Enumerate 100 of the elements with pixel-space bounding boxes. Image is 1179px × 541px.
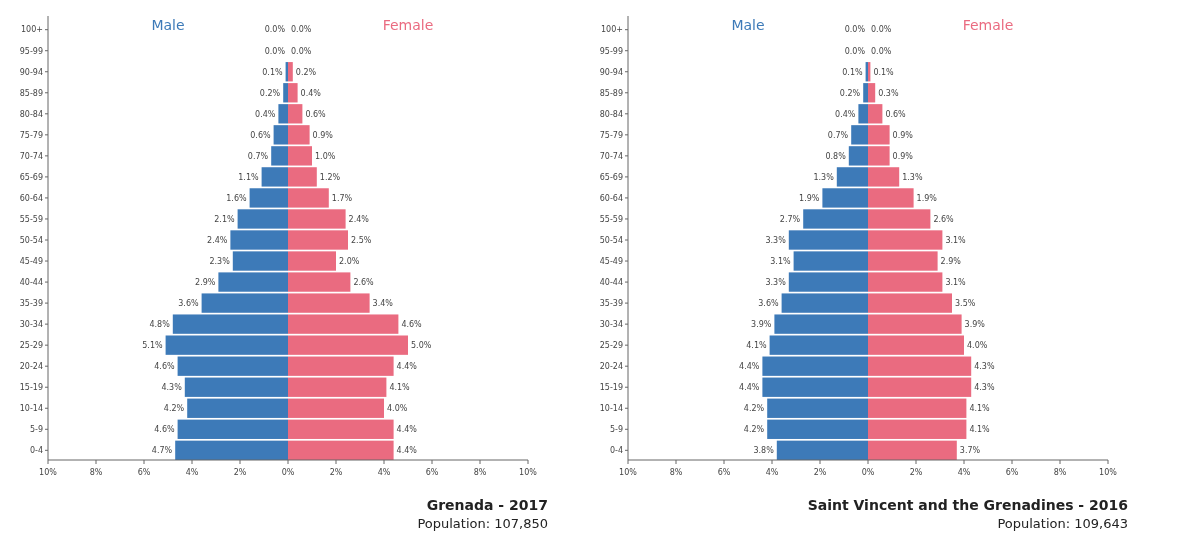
data-label: 3.1% xyxy=(945,235,967,245)
bar xyxy=(288,377,387,397)
data-label: 0.0% xyxy=(291,25,312,35)
data-label: 4.8% xyxy=(149,319,171,329)
x-tick-label: 6% xyxy=(425,468,439,477)
y-tick-label: 95-99 xyxy=(599,46,623,56)
bar xyxy=(288,83,298,103)
y-tick-label: 60-64 xyxy=(599,193,623,203)
data-label: 3.5% xyxy=(955,298,976,308)
data-label: 0.1% xyxy=(262,67,283,77)
text: Male xyxy=(731,17,765,33)
data-label: 3.8% xyxy=(753,446,775,456)
data-label: 0.7% xyxy=(827,130,849,140)
x-tick-label: 4% xyxy=(957,468,971,477)
data-label: 3.3% xyxy=(765,235,787,245)
y-tick-label: 55-59 xyxy=(599,214,623,224)
data-label: 1.0% xyxy=(315,151,336,161)
data-label: 0.0% xyxy=(264,46,286,56)
x-tick-label: 8% xyxy=(473,468,487,477)
y-tick-label: 50-54 xyxy=(19,235,43,245)
bar xyxy=(776,440,868,460)
data-label: 2.4% xyxy=(207,235,228,245)
data-label: 4.4% xyxy=(396,446,418,456)
x-tick-label: 6% xyxy=(717,468,731,477)
x-tick-label: 2% xyxy=(233,468,247,477)
y-tick-label: 35-39 xyxy=(599,298,623,308)
bar xyxy=(868,419,967,439)
bar xyxy=(767,398,868,418)
data-label: 5.1% xyxy=(142,340,163,350)
data-label: 4.6% xyxy=(154,425,175,435)
y-tick-label: 25-29 xyxy=(19,340,43,350)
text: Male xyxy=(151,17,185,33)
y-tick-label: 70-74 xyxy=(19,151,43,161)
y-tick-label: 40-44 xyxy=(19,277,43,287)
text: Population: 109,643 xyxy=(997,516,1128,531)
bar xyxy=(288,104,303,124)
y-tick-label: 15-19 xyxy=(599,383,623,393)
data-label: 1.9% xyxy=(916,193,938,203)
bar xyxy=(868,377,972,397)
data-label: 4.2% xyxy=(163,404,185,414)
y-tick-label: 50-54 xyxy=(599,235,623,245)
bar xyxy=(762,377,868,397)
bar xyxy=(288,419,394,439)
data-label: 2.9% xyxy=(195,277,216,287)
y-tick-label: 10-14 xyxy=(599,404,623,414)
data-label: 0.6% xyxy=(250,130,271,140)
x-tick-label: 10% xyxy=(519,468,538,477)
y-tick-label: 20-24 xyxy=(599,362,623,371)
x-tick-label: 0% xyxy=(281,468,295,477)
x-tick-label: 10% xyxy=(619,468,638,477)
data-label: 4.1% xyxy=(969,404,991,414)
bar xyxy=(187,398,288,418)
bar xyxy=(868,398,967,418)
data-label: 4.2% xyxy=(743,425,765,435)
y-tick-label: 80-84 xyxy=(19,109,43,119)
x-tick-label: 4% xyxy=(185,468,199,477)
data-label: 4.6% xyxy=(401,319,423,329)
x-tick-label: 8% xyxy=(669,468,683,477)
data-label: 4.0% xyxy=(387,404,408,414)
data-label: 5.0% xyxy=(411,340,432,350)
data-label: 1.6% xyxy=(226,193,247,203)
data-label: 0.0% xyxy=(291,46,312,56)
data-label: 0.2% xyxy=(295,67,317,77)
data-label: 0.9% xyxy=(892,151,914,161)
y-tick-label: 75-79 xyxy=(599,130,623,140)
data-label: 4.3% xyxy=(974,383,995,393)
bar xyxy=(762,356,868,376)
bar xyxy=(177,356,288,376)
data-label: 4.1% xyxy=(389,383,411,393)
data-label: 0.6% xyxy=(305,109,327,119)
text: Female xyxy=(962,17,1014,33)
data-label: 0.3% xyxy=(878,88,899,98)
text: Population: 107,850 xyxy=(417,516,548,531)
y-tick-label: 85-89 xyxy=(19,88,43,98)
x-tick-label: 8% xyxy=(1053,468,1067,477)
data-label: 4.4% xyxy=(739,383,760,393)
data-label: 4.4% xyxy=(739,362,760,371)
x-tick-label: 2% xyxy=(909,468,923,477)
y-tick-label: 60-64 xyxy=(19,193,43,203)
data-label: 0.0% xyxy=(871,46,892,56)
data-label: 2.5% xyxy=(351,235,372,245)
data-label: 1.2% xyxy=(319,172,341,182)
y-tick-label: 0-4 xyxy=(29,446,43,456)
bar xyxy=(767,419,868,439)
data-label: 4.1% xyxy=(969,425,991,435)
y-tick-label: 15-19 xyxy=(19,383,43,393)
data-label: 3.7% xyxy=(959,446,981,456)
x-tick-label: 2% xyxy=(813,468,827,477)
bar xyxy=(288,440,394,460)
y-tick-label: 90-94 xyxy=(19,67,43,77)
data-label: 3.1% xyxy=(945,277,967,287)
x-tick-label: 6% xyxy=(137,468,151,477)
y-tick-label: 45-49 xyxy=(19,256,43,266)
y-tick-label: 5-9 xyxy=(609,425,623,435)
data-label: 0.9% xyxy=(892,130,914,140)
bar xyxy=(278,104,288,124)
y-tick-label: 80-84 xyxy=(599,109,623,119)
x-tick-label: 2% xyxy=(329,468,343,477)
data-label: 0.4% xyxy=(255,109,276,119)
data-label: 0.1% xyxy=(873,67,895,77)
